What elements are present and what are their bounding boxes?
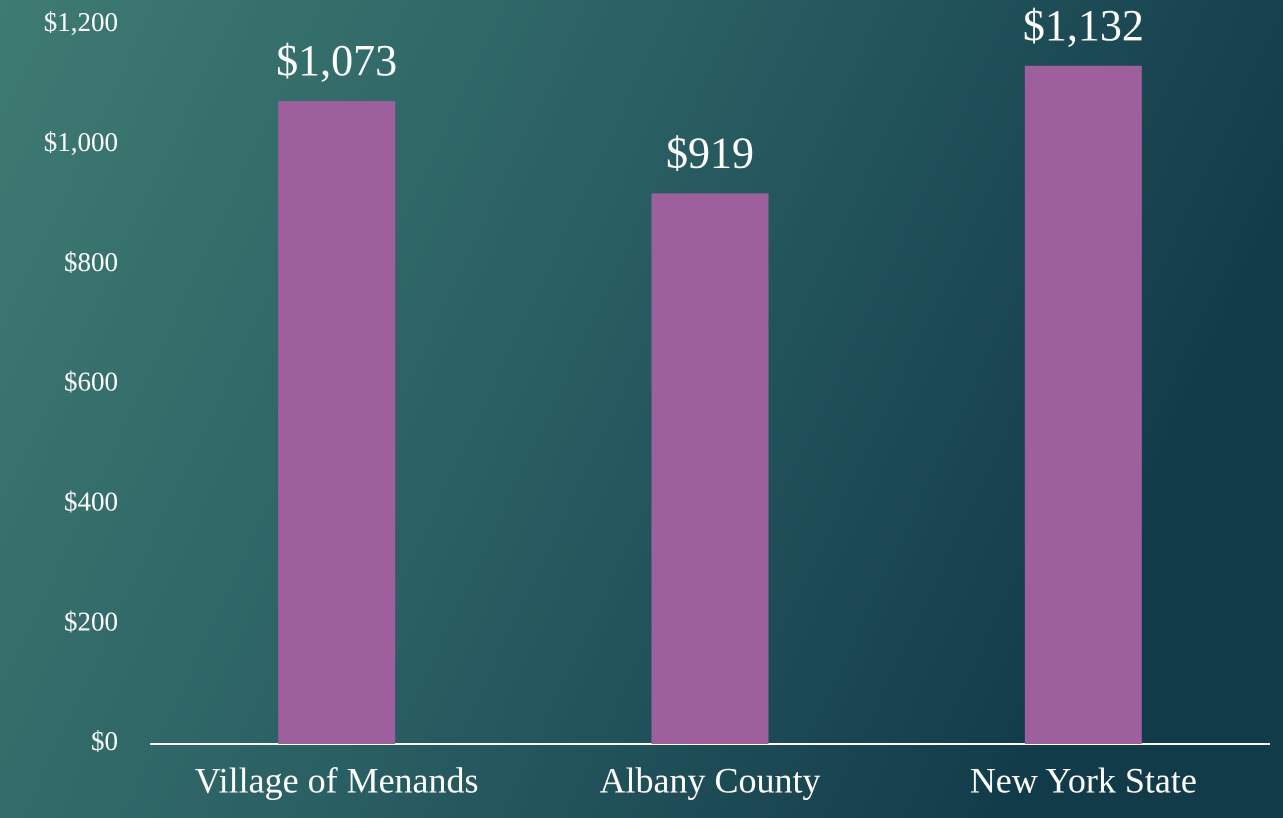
y-tick-label: $0: [91, 726, 118, 756]
value-label: $919: [666, 128, 754, 177]
value-label: $1,073: [276, 36, 397, 85]
x-tick-label: New York State: [970, 760, 1197, 800]
y-tick-label: $1,000: [44, 127, 118, 157]
x-tick-label: Village of Menands: [195, 760, 479, 800]
y-tick-label: $600: [64, 367, 118, 397]
bar: [278, 101, 396, 744]
y-tick-label: $800: [64, 247, 118, 277]
y-tick-label: $400: [64, 487, 118, 517]
value-label: $1,132: [1023, 1, 1144, 50]
x-tick-label: Albany County: [600, 760, 821, 800]
y-tick-label: $200: [64, 606, 118, 636]
y-tick-label: $1,200: [44, 7, 118, 37]
bar: [651, 193, 769, 744]
bar: [1024, 65, 1142, 744]
